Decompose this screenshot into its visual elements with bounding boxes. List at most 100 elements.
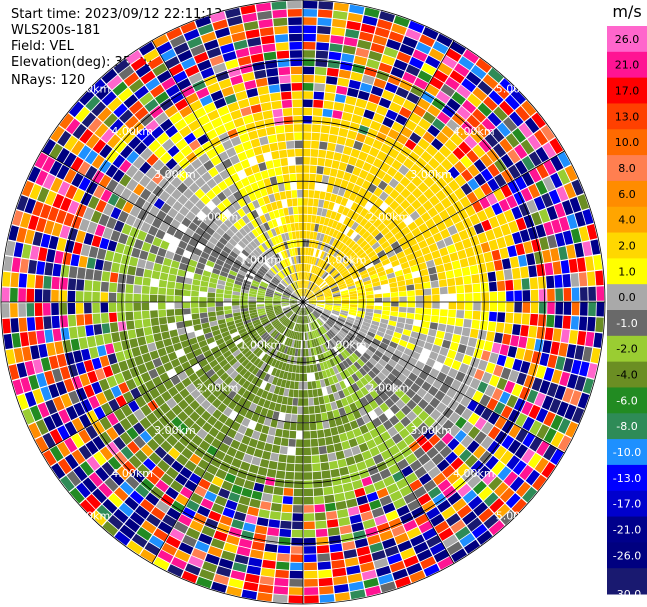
- gate: [256, 257, 264, 265]
- gate: [132, 170, 145, 183]
- gate: [293, 264, 297, 273]
- ray: [307, 306, 527, 515]
- gate: [286, 287, 293, 293]
- gate: [461, 408, 473, 421]
- gate: [145, 492, 160, 506]
- gate: [514, 176, 527, 191]
- gate: [246, 212, 255, 222]
- gate: [254, 172, 263, 182]
- gate: [181, 234, 191, 244]
- gate: [464, 454, 478, 468]
- gate: [461, 169, 473, 182]
- gate: [150, 84, 165, 98]
- gate: [484, 384, 496, 397]
- gate: [303, 115, 312, 124]
- gate: [428, 351, 439, 361]
- gate: [341, 327, 349, 334]
- gate: [487, 112, 502, 127]
- gate: [408, 20, 425, 34]
- gate: [335, 355, 342, 364]
- gate: [303, 231, 307, 239]
- gate: [497, 312, 506, 323]
- gate: [268, 460, 278, 470]
- gate: [379, 322, 388, 329]
- gate: [44, 262, 54, 276]
- gate: [435, 177, 448, 189]
- gate: [273, 436, 282, 446]
- gate: [305, 315, 308, 324]
- gate: [168, 386, 179, 397]
- gate: [452, 147, 466, 160]
- gate: [378, 413, 389, 424]
- gate: [498, 198, 511, 212]
- gate: [308, 296, 316, 300]
- ray: [309, 270, 604, 302]
- gate: [483, 492, 499, 507]
- gate: [209, 221, 219, 231]
- gate: [280, 216, 286, 225]
- gate: [115, 197, 127, 210]
- gate: [320, 242, 326, 251]
- gate: [520, 139, 535, 155]
- gate: [474, 403, 486, 416]
- gate: [274, 292, 282, 297]
- gate: [279, 316, 287, 322]
- gate: [411, 199, 422, 210]
- gate: [225, 228, 235, 238]
- gate: [284, 182, 291, 191]
- gate: [78, 255, 88, 268]
- gate: [240, 295, 248, 300]
- gate: [183, 345, 193, 355]
- gate: [199, 569, 215, 581]
- gate: [371, 507, 385, 518]
- gate: [384, 363, 394, 373]
- gate: [134, 449, 148, 463]
- gate: [96, 248, 107, 260]
- gate: [283, 291, 291, 296]
- gate: [472, 108, 487, 123]
- gate: [507, 149, 521, 164]
- gate: [383, 245, 393, 254]
- gate: [48, 383, 60, 399]
- gate: [321, 284, 328, 290]
- gate: [11, 257, 21, 273]
- gate: [230, 74, 244, 86]
- gate: [260, 265, 268, 273]
- gate: [56, 237, 67, 252]
- gate: [299, 272, 302, 280]
- gate: [264, 118, 275, 128]
- gate: [342, 387, 351, 397]
- gate: [313, 190, 321, 199]
- gate: [11, 333, 21, 348]
- gate: [466, 440, 480, 454]
- gate: [290, 296, 298, 300]
- gate: [90, 210, 102, 224]
- gate: [237, 151, 248, 162]
- gate: [158, 178, 170, 190]
- gate: [197, 59, 212, 72]
- gate: [318, 569, 332, 579]
- gate: [241, 249, 250, 257]
- gate: [241, 347, 250, 355]
- gate: [329, 43, 343, 53]
- gate: [332, 409, 341, 419]
- gate: [274, 577, 289, 587]
- gate: [213, 217, 223, 227]
- gate: [344, 336, 352, 344]
- gate: [369, 389, 379, 399]
- gate: [596, 286, 605, 301]
- gate: [225, 7, 241, 19]
- gate: [360, 377, 369, 386]
- gate: [346, 395, 354, 405]
- gate: [255, 77, 268, 87]
- gate: [44, 370, 55, 385]
- gate: [315, 258, 320, 266]
- colorbar-tick-label: 13.0: [615, 110, 640, 123]
- gate: [232, 201, 242, 211]
- gate: [124, 115, 139, 130]
- gate: [235, 47, 250, 58]
- gate: [422, 314, 431, 322]
- gate: [294, 306, 300, 313]
- gate: [153, 198, 165, 210]
- gate: [466, 71, 482, 86]
